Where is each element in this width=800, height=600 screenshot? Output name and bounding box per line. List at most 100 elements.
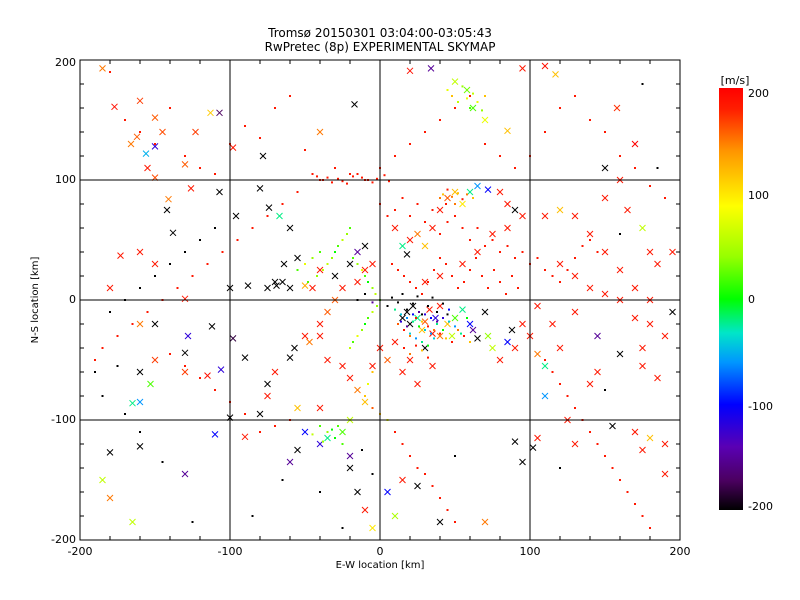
data-point-x	[301, 282, 309, 289]
data-point-dot	[409, 335, 411, 337]
data-point-x	[601, 248, 609, 256]
data-point-dot	[641, 515, 644, 517]
data-point-x	[484, 332, 492, 340]
data-point-x	[351, 101, 358, 108]
data-point-x	[316, 404, 324, 412]
x-tick-label: 0	[377, 545, 384, 558]
data-point-dot	[394, 431, 396, 433]
data-point-dot	[427, 356, 429, 359]
data-point-dot	[430, 332, 432, 335]
data-point-x	[511, 206, 519, 214]
data-point-dot	[397, 323, 399, 325]
data-point-dot	[634, 503, 636, 505]
data-point-dot	[454, 215, 456, 217]
data-point-x	[631, 140, 639, 148]
data-point-dot	[412, 302, 414, 305]
data-point-dot	[445, 337, 447, 340]
data-point-dot	[656, 167, 659, 169]
data-point-dot	[274, 107, 276, 109]
data-point-x	[504, 224, 511, 232]
data-point-x	[184, 332, 192, 340]
data-point-x	[519, 458, 526, 466]
colorbar-tick-label: 0	[748, 293, 755, 306]
data-point-dot	[154, 143, 156, 145]
data-point-dot	[439, 497, 441, 499]
data-point-dot	[409, 455, 411, 457]
data-point-dot	[169, 263, 171, 265]
data-point-x	[106, 494, 114, 502]
data-point-x	[436, 332, 444, 340]
data-point-dot	[517, 287, 519, 289]
data-point-dot	[316, 175, 318, 178]
data-point-x	[534, 350, 541, 358]
colorbar-tick-label: 200	[748, 87, 769, 100]
data-point-dot	[433, 269, 435, 271]
data-point-dot	[431, 296, 434, 299]
colorbar-tick-label: -200	[748, 500, 773, 513]
data-point-dot	[341, 443, 344, 445]
data-point-x	[484, 186, 492, 193]
data-point-dot	[367, 383, 369, 385]
data-point-dot	[214, 173, 216, 175]
data-point-x	[169, 229, 177, 237]
data-point-x	[111, 103, 118, 111]
colorbar: [m/s] 200 100 0 -100 -200	[719, 74, 773, 513]
data-point-dot	[454, 203, 456, 205]
data-point-dot	[439, 119, 441, 121]
colorbar-tick-label: -100	[748, 400, 773, 413]
data-point-dot	[337, 177, 339, 180]
data-point-dot	[199, 239, 201, 241]
data-point-x	[594, 332, 601, 340]
data-point-dot	[184, 155, 186, 157]
data-point-dot	[371, 371, 374, 373]
data-point-dot	[401, 443, 404, 445]
data-point-dot	[403, 347, 405, 349]
data-point-dot	[394, 155, 396, 157]
data-point-x	[409, 302, 417, 310]
data-point-x	[264, 284, 271, 292]
data-point-dot	[371, 407, 374, 409]
data-point-x	[496, 356, 504, 364]
data-point-x	[207, 109, 214, 117]
data-point-x	[316, 332, 324, 340]
data-point-x	[414, 314, 421, 322]
data-point-dot	[442, 193, 444, 196]
data-point-x	[144, 164, 151, 172]
data-point-x	[534, 302, 541, 310]
data-point-dot	[427, 281, 429, 283]
data-point-dot	[424, 221, 426, 223]
data-point-x	[316, 320, 324, 328]
data-point-dot	[397, 301, 399, 304]
data-point-dot	[244, 125, 246, 127]
data-point-dot	[409, 281, 411, 283]
data-point-x	[151, 320, 159, 328]
data-point-x	[331, 272, 339, 280]
data-point-x	[421, 278, 429, 286]
data-point-x	[646, 320, 654, 328]
data-point-dot	[460, 332, 462, 335]
data-point-dot	[364, 293, 366, 295]
data-point-x	[346, 452, 354, 460]
data-point-x	[451, 78, 459, 85]
data-point-dot	[589, 239, 591, 241]
data-point-dot	[421, 293, 423, 295]
data-point-dot	[469, 341, 471, 343]
data-point-x	[511, 344, 519, 352]
data-point-dot	[326, 263, 329, 265]
data-point-dot	[446, 221, 449, 223]
colorbar-unit-label: [m/s]	[721, 74, 750, 87]
data-point-x	[556, 206, 564, 214]
chart-title: Tromsø 20150301 03:04:00-03:05:43	[267, 26, 492, 40]
data-point-dot	[331, 428, 333, 431]
data-point-x	[403, 308, 411, 316]
data-point-x	[661, 470, 669, 478]
data-point-dot	[604, 455, 606, 457]
data-point-x	[601, 194, 609, 202]
data-point-dot	[316, 275, 318, 277]
data-point-x	[448, 332, 456, 340]
data-point-dot	[334, 251, 336, 253]
data-point-dot	[446, 313, 449, 316]
data-point-dot	[311, 433, 314, 436]
data-point-dot	[418, 325, 420, 328]
data-point-dot	[244, 413, 246, 415]
